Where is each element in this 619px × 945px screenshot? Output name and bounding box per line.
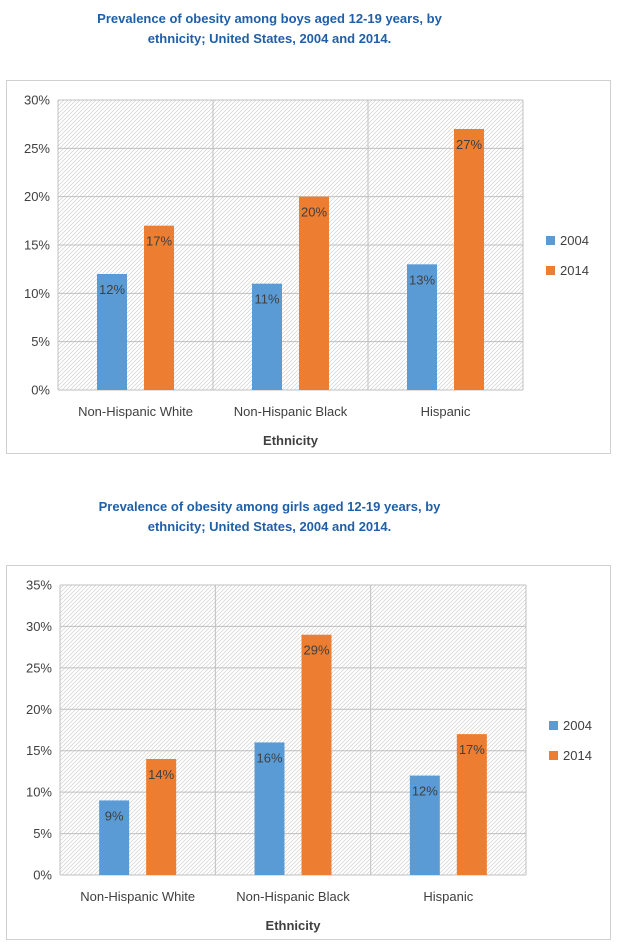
boys-bar-2004-non-hispanic-white xyxy=(97,274,127,390)
girls-y-tick-label: 10% xyxy=(26,785,52,800)
boys-bar-2014-hispanic xyxy=(454,129,484,390)
boys-y-tick-label: 25% xyxy=(24,141,50,156)
girls-data-label: 16% xyxy=(256,750,282,765)
girls-y-tick-label: 35% xyxy=(26,578,52,593)
girls-x-tick-label: Hispanic xyxy=(423,889,473,904)
boys-x-axis-title: Ethnicity xyxy=(263,433,319,448)
girls-legend-swatch-2014 xyxy=(549,751,558,760)
girls-x-axis-title: Ethnicity xyxy=(266,918,322,933)
boys-data-label: 27% xyxy=(456,137,482,152)
girls-bar-2014-non-hispanic-white xyxy=(146,759,177,875)
boys-bar-2014-non-hispanic-white xyxy=(144,225,174,390)
boys-x-tick-label: Hispanic xyxy=(421,404,471,419)
boys-data-label: 13% xyxy=(409,272,435,287)
girls-bar-2014-non-hispanic-black xyxy=(301,634,332,875)
boys-bar-2004-non-hispanic-black xyxy=(252,283,282,390)
girls-data-label: 12% xyxy=(412,784,438,799)
boys-y-tick-label: 30% xyxy=(24,93,50,108)
girls-bar-2014-hispanic xyxy=(456,734,487,875)
girls-x-tick-label: Non-Hispanic White xyxy=(80,889,195,904)
girls-y-tick-label: 15% xyxy=(26,743,52,758)
girls-y-tick-label: 0% xyxy=(33,868,52,883)
boys-bar-chart: 0% 5% 10% 15% 20% 25% 30% 12% 17% Non-Hispanic Wh… xyxy=(24,93,589,449)
boys-data-label: 20% xyxy=(301,205,327,220)
boys-x-tick-label: Non-Hispanic White xyxy=(78,404,193,419)
boys-legend-label-2004: 2004 xyxy=(560,233,589,248)
girls-data-label: 9% xyxy=(105,808,124,823)
boys-bar-2014-non-hispanic-black xyxy=(299,196,329,390)
boys-chart-title-line-1: Prevalence of obesity among boys aged 12… xyxy=(97,11,442,26)
girls-legend-label-2014: 2014 xyxy=(563,748,592,763)
boys-y-tick-label: 0% xyxy=(31,383,50,398)
boys-data-label: 11% xyxy=(254,292,279,307)
boys-chart-title-line-2: ethnicity; United States, 2004 and 2014. xyxy=(147,31,392,46)
girls-bar-chart: 0% 5% 10% 15% 20% 25% 30% 35% 9% 14% Non-Hispanic … xyxy=(26,578,592,934)
girls-x-tick-label: Non-Hispanic Black xyxy=(236,889,350,904)
boys-y-tick-label: 10% xyxy=(24,286,50,301)
boys-bar-2004-hispanic xyxy=(407,264,437,390)
girls-bar-2004-non-hispanic-white xyxy=(99,800,130,875)
boys-chart-panel: 0% 5% 10% 15% 20% 25% 30% 12% 17% Non-Hispanic Wh… xyxy=(6,80,611,454)
girls-data-label: 29% xyxy=(303,643,329,658)
girls-chart-title-line-1: Prevalence of obesity among girls aged 1… xyxy=(98,499,441,514)
boys-x-tick-label: Non-Hispanic Black xyxy=(234,404,348,419)
boys-legend-label-2014: 2014 xyxy=(560,263,589,278)
girls-y-tick-label: 25% xyxy=(26,660,52,675)
girls-plot-area xyxy=(60,585,526,875)
girls-legend-label-2004: 2004 xyxy=(563,718,592,733)
girls-data-label: 14% xyxy=(148,767,174,782)
girls-y-tick-label: 30% xyxy=(26,619,52,634)
girls-chart-panel: 0% 5% 10% 15% 20% 25% 30% 35% 9% 14% Non-Hispanic … xyxy=(6,565,611,940)
boys-y-tick-label: 15% xyxy=(24,238,50,253)
girls-y-tick-label: 20% xyxy=(26,702,52,717)
boys-data-label: 17% xyxy=(146,234,172,249)
girls-bar-2004-hispanic xyxy=(409,775,440,875)
boys-legend-swatch-2004 xyxy=(546,236,555,245)
girls-data-label: 17% xyxy=(459,742,485,757)
boys-y-tick-label: 5% xyxy=(31,334,50,349)
girls-bar-2004-non-hispanic-black xyxy=(254,742,285,875)
girls-chart-title-line-2: ethnicity; United States, 2004 and 2014. xyxy=(147,519,392,534)
boys-legend-swatch-2014 xyxy=(546,266,555,275)
girls-chart-title: Prevalence of obesity among girls aged 1… xyxy=(0,497,579,537)
boys-chart-title: Prevalence of obesity among boys aged 12… xyxy=(0,9,579,49)
girls-y-tick-label: 5% xyxy=(33,826,52,841)
girls-legend-swatch-2004 xyxy=(549,721,558,730)
boys-data-label: 12% xyxy=(99,282,125,297)
boys-y-tick-label: 20% xyxy=(24,189,50,204)
